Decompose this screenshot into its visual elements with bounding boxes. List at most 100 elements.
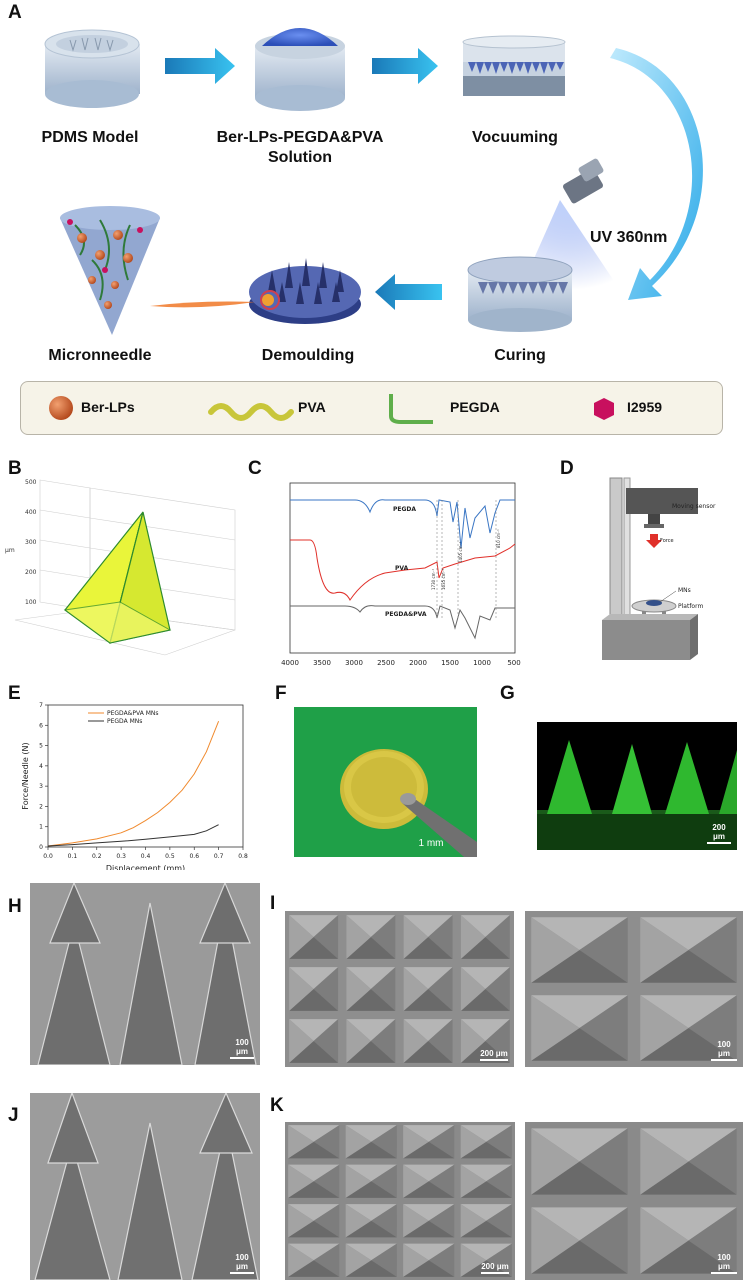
pyramid-face [403, 1164, 455, 1182]
x-tick-label: 0.1 [68, 853, 78, 860]
pyramid-face [485, 967, 510, 1011]
pyramid-face [485, 915, 510, 959]
series-pva [290, 539, 516, 601]
pyramid-face [531, 1128, 580, 1195]
label-moving-sensor: Moving sensor [672, 503, 716, 510]
pyramid-face [579, 1128, 628, 1195]
pyramid-face [346, 967, 371, 1011]
pyramid-face [640, 1207, 689, 1274]
pyramid-face [346, 1041, 396, 1063]
x-tick-label: 0.2 [92, 853, 102, 860]
pyramid-face [346, 967, 396, 989]
pyramid-face [345, 1125, 397, 1142]
sphere-icon [49, 396, 73, 420]
pyramid-face [403, 967, 453, 989]
sem-image-j: 100 μm [30, 1093, 260, 1280]
pyramid-face [289, 915, 314, 959]
pyramid-face [346, 937, 396, 959]
panel-label-b: B [8, 458, 22, 479]
sem-image-h: 100 μm [30, 883, 260, 1065]
x-tick: 4000 [281, 659, 299, 667]
pyramid-face [640, 1161, 737, 1195]
z-tick: 400 [25, 509, 37, 516]
y-tick-label: 5 [39, 743, 43, 750]
pyramid-face [428, 1125, 455, 1159]
pyramid-face [428, 967, 453, 1011]
fluorescence-microneedle-photo: 200 μm [537, 722, 737, 850]
pyramid-face [403, 1181, 455, 1198]
pyramid-face [403, 1019, 453, 1041]
schematic-legend: Ber-LPs PVA PEGDA I2959 [20, 381, 723, 435]
pyramid-face [403, 1260, 455, 1277]
pyramid-face [460, 1220, 512, 1238]
panel-label-g: G [500, 683, 515, 704]
x-tick-label: 0.4 [141, 853, 151, 860]
solution-image [255, 28, 345, 111]
legend-label-pva: PVA [298, 399, 326, 415]
pyramid-face [403, 1243, 429, 1277]
pyramid-face [688, 1128, 737, 1195]
pyramid-face [345, 1125, 372, 1159]
hexagon-icon [594, 398, 614, 420]
curing-image [467, 256, 573, 332]
y-tick-label: 6 [39, 722, 43, 729]
pyramid-face [289, 937, 339, 959]
scale-bar-k2: 100 μm [711, 1253, 737, 1274]
pyramid-face [345, 1243, 372, 1277]
scale-bar-j: 100 μm [230, 1253, 254, 1274]
pyramid-3d-plot: 500 400 300 200 100 μm [5, 479, 236, 656]
pyramid-face [371, 1164, 397, 1198]
pyramid-face [345, 1164, 397, 1182]
pyramid-face [640, 1128, 689, 1195]
x-tick: 2500 [377, 659, 395, 667]
pyramid-face [370, 1019, 396, 1063]
pyramid-face [313, 1019, 339, 1063]
x-tick: 1500 [441, 659, 459, 667]
pyramid-face [313, 1243, 340, 1277]
label-force: Force [660, 538, 674, 544]
pyramid-face [345, 1141, 397, 1159]
step-label-vacuum: Vocuuming [472, 129, 558, 146]
peak-label: 810 cm⁻¹ [496, 529, 501, 548]
pyramid-face [403, 1019, 429, 1063]
pyramid-face [640, 950, 737, 983]
legend-label-berlps: Ber-LPs [81, 399, 135, 415]
pyramid-face [289, 1019, 314, 1063]
pyramid-face [460, 915, 486, 959]
pyramid-face [288, 1220, 340, 1238]
pyramid-face [288, 1125, 340, 1142]
pyramid-face [288, 1181, 340, 1198]
pyramid-face [531, 917, 628, 950]
pyramid-face [403, 1243, 455, 1261]
pyramid-face [640, 995, 737, 1028]
pyramid-face [531, 1161, 628, 1195]
x-tick: 500 [507, 659, 520, 667]
pyramid-face [640, 995, 689, 1061]
y-tick-label: 1 [39, 824, 43, 831]
pyramid-face [403, 1141, 455, 1159]
pyramid-face [640, 1128, 737, 1162]
panel-label-i: I [270, 893, 276, 914]
pyramid-face [460, 1243, 487, 1277]
sem-image-k-low: 200 μm [285, 1122, 515, 1280]
peak-label: 1405 cm⁻¹ [458, 541, 463, 563]
vacuum-image [462, 35, 566, 96]
y-tick-label: 0 [39, 844, 43, 851]
legend-label: PEGDA&PVA MNs [107, 710, 159, 717]
x-tick: 2000 [409, 659, 427, 667]
scale-bar-i2: 100 μm [711, 1040, 737, 1061]
peak-label: 1635 cm⁻¹ [441, 568, 446, 590]
legend-label-pegda: PEGDA [450, 399, 500, 415]
panel-label-d: D [560, 458, 574, 479]
scale-bar-g: 200 μm [707, 823, 731, 844]
peak-label: 1730 cm⁻¹ [431, 568, 436, 590]
series-label-pegda: PEGDA [393, 506, 416, 513]
test-apparatus-diagram: Moving sensor Force MNs Platform [602, 477, 716, 660]
pyramid-face [460, 1041, 510, 1063]
pyramid-face [289, 967, 339, 989]
pyramid-face [579, 917, 628, 983]
pyramid-face [640, 1240, 737, 1274]
pyramid-face [531, 995, 580, 1061]
step-label-curing: Curing [494, 347, 546, 364]
pyramid-face [403, 1125, 455, 1142]
